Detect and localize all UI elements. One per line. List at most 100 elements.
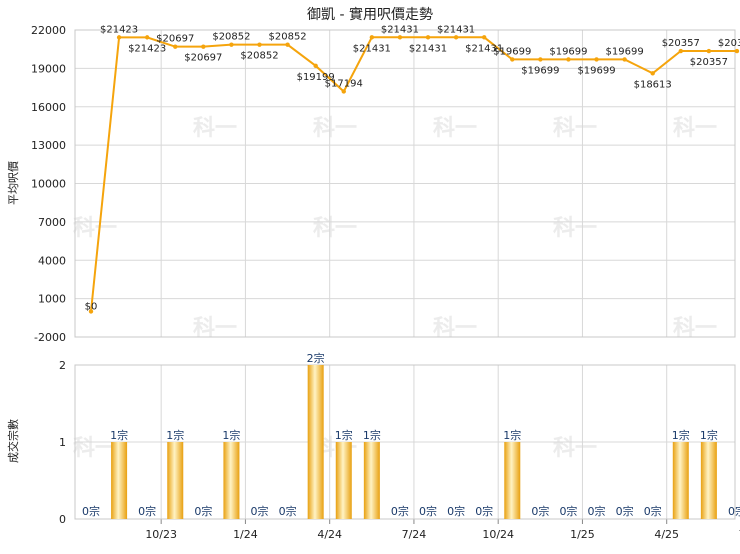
watermark-text: 科一 [673, 116, 717, 141]
price-point [678, 48, 683, 54]
price-point [566, 57, 571, 62]
transaction-count-label: 0宗 [82, 504, 100, 518]
transaction-count-label: 1宗 [110, 428, 128, 442]
price-data-label: $20697 [184, 53, 222, 64]
transaction-count-label: 1宗 [503, 428, 521, 442]
price-point [397, 35, 403, 40]
bottom-y-tick-label: 2 [59, 359, 66, 372]
price-point [229, 42, 234, 47]
price-data-label: $19699 [549, 46, 587, 57]
transaction-count-label: 1宗 [166, 428, 184, 442]
top-y-tick-label: 10000 [31, 178, 66, 191]
price-point [313, 63, 318, 69]
transaction-count-label: 1宗 [222, 428, 240, 442]
top-y-tick-label: 4000 [38, 254, 66, 267]
x-tick-label: 10/23 [145, 528, 177, 541]
transaction-count-label: 0宗 [391, 504, 409, 518]
price-point [369, 35, 375, 40]
price-data-label: $19699 [577, 65, 615, 76]
bottom-y-tick-label: 1 [59, 436, 66, 449]
transaction-bar [504, 442, 521, 519]
price-data-label: $19699 [493, 46, 531, 57]
price-data-label: $20357 [718, 38, 740, 49]
price-point [510, 57, 515, 62]
price-point [285, 42, 290, 47]
transaction-count-label: 0宗 [475, 504, 493, 518]
price-data-label: $21423 [128, 43, 166, 54]
bottom-y-axis-title: 成交宗數 [6, 419, 20, 463]
watermark-text: 科一 [553, 436, 597, 461]
price-data-label: $18613 [634, 79, 672, 90]
price-point [538, 57, 543, 62]
watermark-text: 科一 [313, 116, 357, 141]
transaction-bar [335, 442, 352, 519]
transaction-bar [111, 442, 128, 519]
watermark-text: 科一 [553, 116, 597, 141]
price-point [173, 44, 178, 49]
x-tick-label: 1/25 [570, 528, 595, 541]
price-point [706, 48, 712, 54]
price-point [481, 35, 487, 40]
price-data-label: $20852 [212, 32, 250, 43]
chart-title: 御凱 - 實用呎價走勢 [307, 6, 433, 23]
x-tick-label: 7/24 [402, 528, 427, 541]
transaction-count-label: 1宗 [700, 428, 718, 442]
price-line-chart: -2000 1000 4000 7000 10000 13000 16000 19000 220… [31, 24, 740, 344]
price-point [144, 35, 150, 40]
transaction-bar [307, 365, 324, 519]
transaction-bar-chart: 0 1 2 10/23 1/24 4/24 7/24 10/24 1/25 4/25 7/25 0宗 1… [59, 351, 740, 541]
price-point [650, 71, 655, 76]
watermark-text: 科一 [553, 216, 597, 241]
price-point [425, 35, 431, 40]
price-data-label: $0 [85, 301, 98, 312]
price-point [201, 44, 206, 49]
price-data-label: $21431 [409, 43, 447, 54]
top-y-tick-label: 7000 [38, 216, 66, 229]
x-tick-label: 1/24 [233, 528, 258, 541]
price-data-label: $20697 [156, 34, 194, 45]
transaction-count-label: 2宗 [307, 351, 325, 365]
transaction-count-label: 1宗 [363, 428, 381, 442]
transaction-bar [363, 442, 380, 519]
price-data-label: $21423 [100, 24, 138, 35]
price-data-label: $19699 [521, 65, 559, 76]
transaction-bar [672, 442, 689, 519]
transaction-count-label: 0宗 [644, 504, 662, 518]
price-data-label: $20357 [690, 57, 728, 68]
transaction-count-label: 0宗 [279, 504, 297, 518]
transaction-count-label: 0宗 [616, 504, 634, 518]
price-data-label: $20852 [240, 51, 278, 62]
x-tick-label: 7/25 [739, 528, 740, 541]
top-y-tick-label: 19000 [31, 62, 66, 75]
price-data-label: $21431 [465, 43, 503, 54]
price-data-label: $21431 [381, 24, 419, 35]
price-data-label: $17194 [325, 78, 363, 89]
price-point [341, 89, 346, 94]
top-y-axis-title: 平均呎價 [6, 161, 20, 205]
transaction-count-label: 0宗 [531, 504, 549, 518]
watermark-text: 科一 [73, 216, 117, 241]
price-data-label: $20357 [662, 38, 700, 49]
transaction-count-label: 0宗 [588, 504, 606, 518]
price-data-label: $21431 [353, 43, 391, 54]
bottom-plot-frame [74, 364, 736, 520]
price-point [88, 309, 94, 314]
transaction-count-label: 0宗 [447, 504, 465, 518]
top-y-tick-label: 1000 [38, 293, 66, 306]
top-plot-frame [74, 29, 736, 338]
watermark-text: 科一 [313, 216, 357, 241]
price-data-label: $19699 [606, 46, 644, 57]
watermark-text: 科一 [193, 116, 237, 141]
x-tick-label: 4/24 [317, 528, 342, 541]
top-y-tick-label: 22000 [31, 24, 66, 37]
x-tick-label: 4/25 [654, 528, 679, 541]
price-data-label: $21431 [437, 24, 475, 35]
watermark-text: 科一 [433, 116, 477, 141]
price-data-label: $20852 [269, 32, 307, 43]
price-point [734, 48, 740, 54]
transaction-count-label: 1宗 [335, 428, 353, 442]
price-point [594, 57, 599, 62]
transaction-bar [167, 442, 184, 519]
